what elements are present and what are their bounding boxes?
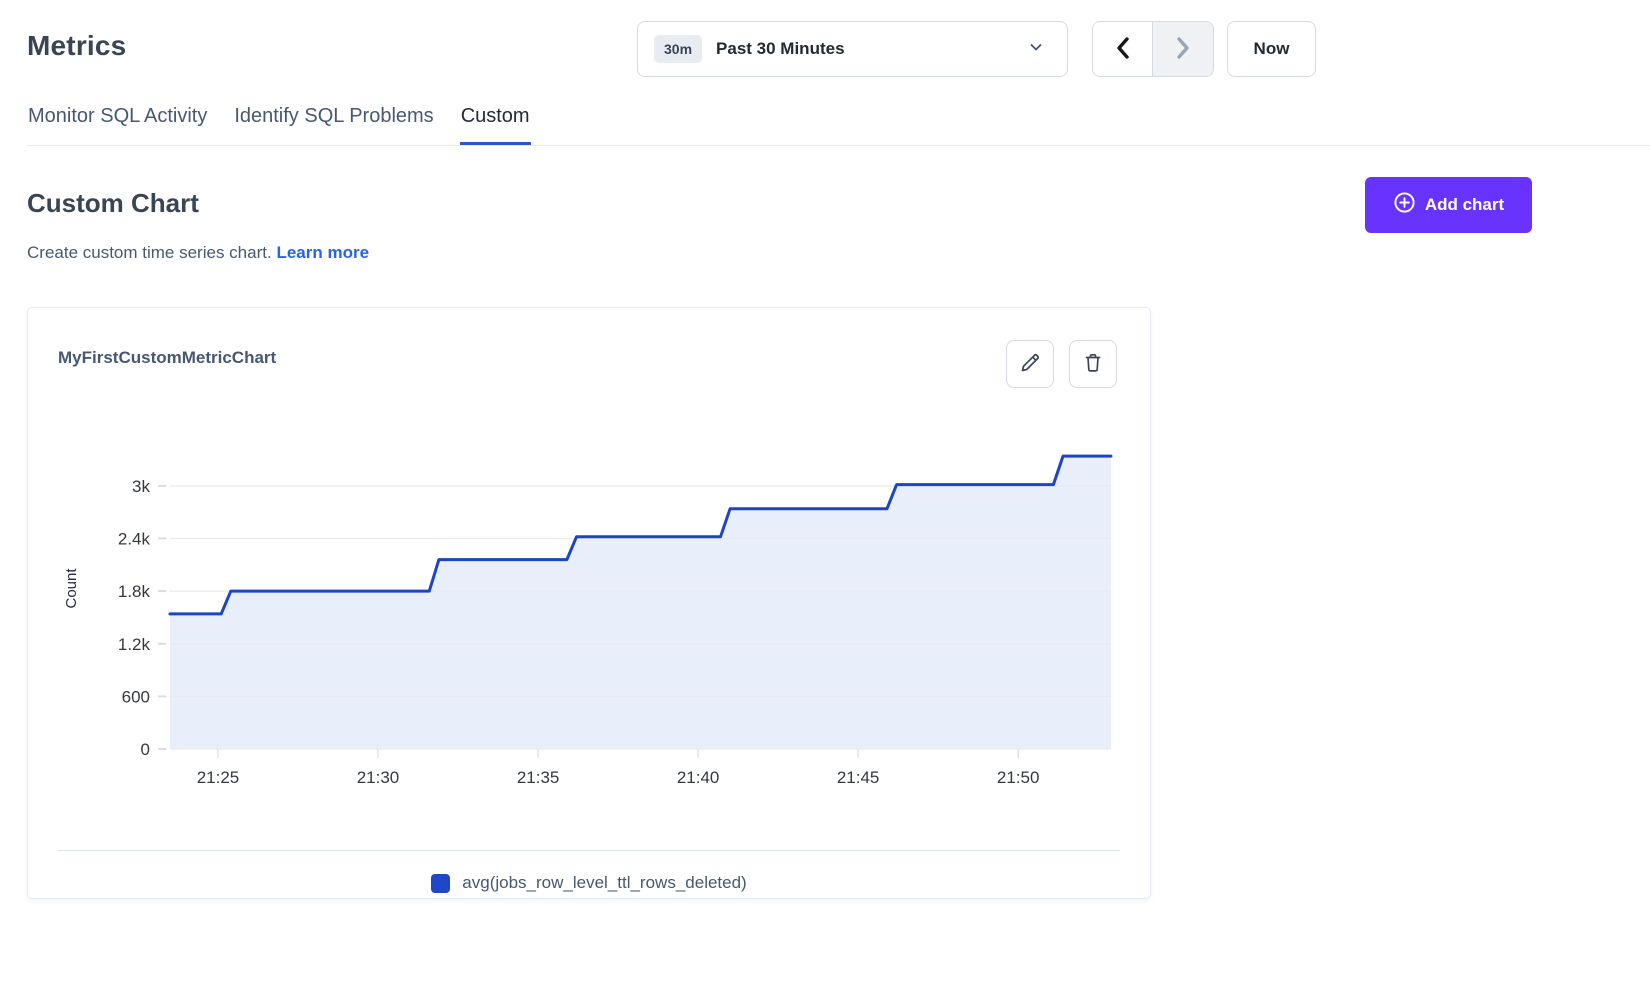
time-step-button-group [1092,21,1214,77]
svg-text:Count: Count [63,568,80,609]
svg-text:21:25: 21:25 [197,768,240,787]
add-chart-button[interactable]: Add chart [1365,177,1532,233]
svg-text:600: 600 [122,687,150,706]
svg-text:0: 0 [141,740,150,759]
section-heading: Custom Chart [27,188,199,219]
learn-more-link[interactable]: Learn more [276,243,369,262]
svg-text:21:30: 21:30 [357,768,400,787]
tab-custom[interactable]: Custom [460,103,531,145]
svg-text:3k: 3k [132,477,150,496]
svg-text:21:35: 21:35 [517,768,560,787]
time-forward-button[interactable] [1153,22,1213,76]
svg-text:1.2k: 1.2k [118,635,151,654]
chart-title: MyFirstCustomMetricChart [58,348,276,368]
custom-chart-card: MyFirstCustomMetricChart 0 600 1.2k 1.8k 2.4… [27,307,1151,899]
svg-text:21:40: 21:40 [677,768,720,787]
now-button[interactable]: Now [1227,21,1316,77]
pencil-icon [1019,352,1041,377]
chart-canvas: 0 600 1.2k 1.8k 2.4k 3k 21:25 21:30 21:35 21:40 21… [58,408,1122,808]
chevron-down-icon [1029,40,1043,59]
chart-legend: avg(jobs_row_level_ttl_rows_deleted) [28,873,1150,893]
time-back-button[interactable] [1093,22,1153,76]
legend-label: avg(jobs_row_level_ttl_rows_deleted) [462,873,746,893]
tab-identify-sql-problems[interactable]: Identify SQL Problems [233,103,434,145]
legend-swatch [431,874,450,893]
time-range-dropdown[interactable]: 30m Past 30 Minutes [637,21,1068,77]
tab-monitor-sql-activity[interactable]: Monitor SQL Activity [27,103,208,145]
chevron-right-icon [1173,36,1193,63]
chevron-left-icon [1113,36,1133,63]
legend-divider [58,850,1120,851]
trash-icon [1082,352,1104,377]
section-description: Create custom time series chart. Learn m… [27,243,369,263]
time-preset-badge: 30m [654,35,702,63]
metrics-tabs: Monitor SQL Activity Identify SQL Proble… [27,103,1650,146]
plus-circle-icon [1393,191,1416,219]
page-title: Metrics [27,30,126,62]
edit-chart-button[interactable] [1006,340,1054,388]
svg-text:1.8k: 1.8k [118,582,151,601]
delete-chart-button[interactable] [1069,340,1117,388]
svg-text:21:50: 21:50 [997,768,1040,787]
timeseries-chart: 0 600 1.2k 1.8k 2.4k 3k 21:25 21:30 21:35 21:40 21… [58,408,1122,808]
svg-text:2.4k: 2.4k [118,530,151,549]
metrics-page: Metrics 30m Past 30 Minutes Now Monitor … [0,0,1650,982]
time-range-label: Past 30 Minutes [716,39,1029,59]
svg-text:21:45: 21:45 [837,768,880,787]
add-chart-label: Add chart [1425,195,1504,215]
